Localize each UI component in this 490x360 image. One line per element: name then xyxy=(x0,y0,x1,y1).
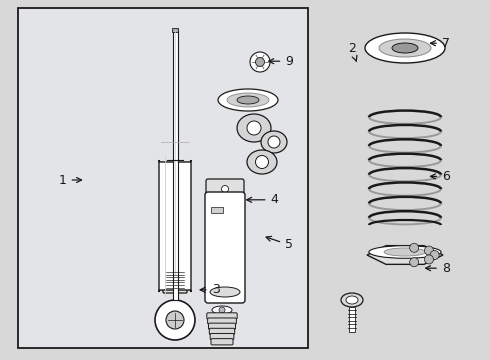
Text: 1: 1 xyxy=(59,174,81,186)
Ellipse shape xyxy=(227,93,269,107)
FancyBboxPatch shape xyxy=(207,313,237,319)
Ellipse shape xyxy=(261,131,287,153)
Circle shape xyxy=(424,246,434,255)
Bar xyxy=(172,30,177,275)
Circle shape xyxy=(424,255,434,264)
Circle shape xyxy=(219,307,225,313)
Bar xyxy=(172,160,177,300)
Ellipse shape xyxy=(341,293,363,307)
Text: 5: 5 xyxy=(266,236,293,251)
Circle shape xyxy=(255,58,265,67)
Text: 8: 8 xyxy=(426,262,450,275)
Circle shape xyxy=(255,156,269,168)
FancyBboxPatch shape xyxy=(208,318,236,324)
Ellipse shape xyxy=(392,43,418,53)
FancyBboxPatch shape xyxy=(208,323,236,329)
Ellipse shape xyxy=(365,33,445,63)
Text: 7: 7 xyxy=(431,37,450,50)
Ellipse shape xyxy=(212,306,232,314)
Circle shape xyxy=(410,258,418,267)
FancyBboxPatch shape xyxy=(209,328,235,334)
Circle shape xyxy=(410,243,418,252)
FancyBboxPatch shape xyxy=(211,339,233,345)
FancyBboxPatch shape xyxy=(206,179,244,199)
Bar xyxy=(172,28,178,32)
Circle shape xyxy=(250,52,270,72)
Circle shape xyxy=(155,300,195,340)
Text: 3: 3 xyxy=(200,283,220,296)
Bar xyxy=(18,8,308,348)
FancyBboxPatch shape xyxy=(163,269,187,293)
Text: 4: 4 xyxy=(247,193,278,206)
Ellipse shape xyxy=(237,96,259,104)
Text: 6: 6 xyxy=(431,170,450,183)
Circle shape xyxy=(247,121,261,135)
FancyBboxPatch shape xyxy=(205,192,245,303)
Ellipse shape xyxy=(384,248,426,256)
Circle shape xyxy=(166,311,184,329)
Ellipse shape xyxy=(369,246,441,258)
Polygon shape xyxy=(367,246,443,264)
Ellipse shape xyxy=(218,89,278,111)
Ellipse shape xyxy=(379,39,431,57)
Circle shape xyxy=(430,251,439,260)
Circle shape xyxy=(221,185,228,193)
Circle shape xyxy=(268,136,280,148)
FancyBboxPatch shape xyxy=(159,160,191,292)
Bar xyxy=(211,207,223,213)
Text: 2: 2 xyxy=(348,42,357,61)
Ellipse shape xyxy=(346,296,358,304)
Text: 9: 9 xyxy=(269,55,293,68)
Ellipse shape xyxy=(210,287,240,297)
Ellipse shape xyxy=(247,150,277,174)
Bar xyxy=(349,307,355,332)
FancyBboxPatch shape xyxy=(210,333,234,340)
Ellipse shape xyxy=(237,114,271,142)
